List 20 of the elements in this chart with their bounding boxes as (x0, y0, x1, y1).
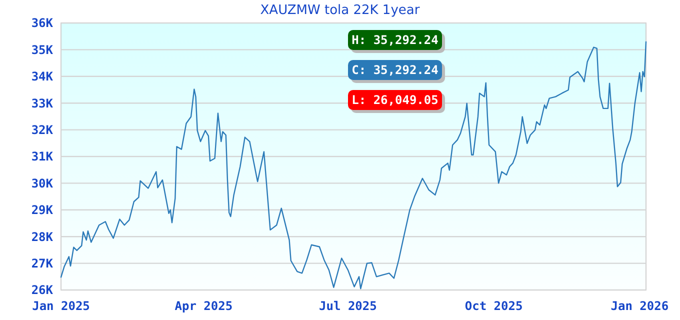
y-tick-label: 32K (31, 123, 54, 137)
x-tick-label: Jan 2025 (32, 299, 90, 313)
y-tick-label: 33K (31, 96, 54, 110)
y-tick-label: 34K (31, 70, 54, 84)
y-tick-label: 26K (31, 283, 54, 298)
y-tick-label: 28K (31, 230, 54, 244)
y-tick-label: 36K (31, 16, 54, 30)
y-tick-label: 29K (31, 203, 54, 218)
annotation: L: 26,049.05 (352, 93, 438, 108)
x-tick-label: Oct 2025 (464, 299, 523, 313)
annotation: C: 35,292.24 (352, 63, 438, 78)
y-tick-label: 30K (31, 176, 54, 190)
x-tick-label: Jan 2026 (610, 299, 669, 313)
annotation: H: 35,292.24 (352, 33, 438, 48)
y-tick-label: 35K (31, 42, 54, 57)
y-tick-label: 31K (31, 150, 54, 164)
x-tick-label: Jul 2025 (319, 299, 377, 313)
y-tick-label: 27K (31, 256, 54, 270)
chart-title: XAUZMW tola 22K 1year (260, 3, 420, 18)
x-tick-label: Apr 2025 (174, 299, 233, 313)
